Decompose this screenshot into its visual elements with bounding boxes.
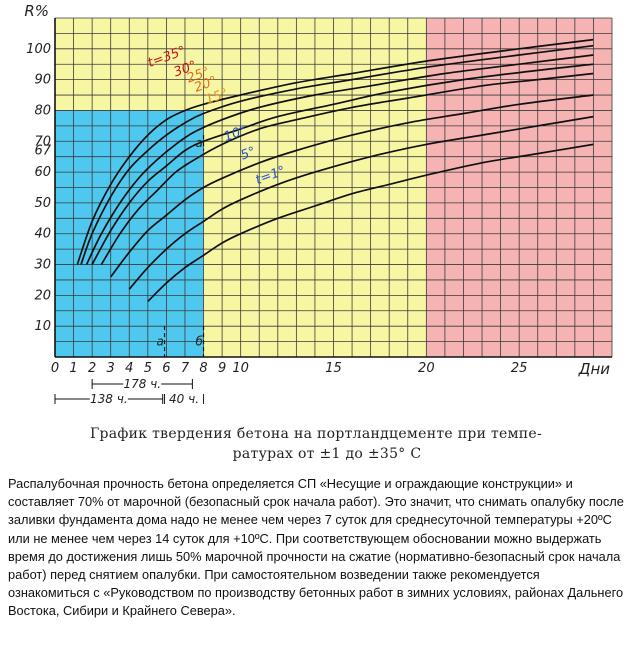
dim-label-bg-1 bbox=[89, 392, 128, 405]
y-tick-80: 80 bbox=[34, 103, 51, 118]
y-tick-20: 20 bbox=[34, 288, 51, 303]
chart-caption: График твердения бетона на портландцемен… bbox=[0, 424, 632, 464]
x-tick-9: 9 bbox=[218, 361, 226, 376]
curve-label-1: 30° bbox=[172, 58, 199, 80]
curve-1 bbox=[80, 44, 594, 265]
curve-label-4: 15° bbox=[203, 86, 230, 108]
x-tick-8: 8 bbox=[199, 361, 207, 376]
x-tick-10: 10 bbox=[232, 361, 249, 376]
dim-label-1: 138 ч. bbox=[90, 392, 128, 406]
x-tick-0: 0 bbox=[51, 361, 59, 376]
description-paragraph: Распалубочная прочность бетона определяе… bbox=[8, 476, 624, 619]
marker-label-0: a bbox=[157, 335, 164, 349]
curve-6 bbox=[128, 115, 594, 290]
x-tick-3: 3 bbox=[107, 361, 115, 376]
annotations: 178 ч.138 ч. 40 ч. bbox=[54, 377, 205, 406]
curve-3 bbox=[91, 63, 594, 265]
curves bbox=[76, 38, 594, 303]
grid bbox=[54, 17, 613, 358]
y-tick-100: 100 bbox=[26, 42, 51, 57]
marker-label-2: а bbox=[196, 136, 203, 150]
x-tick-7: 7 bbox=[181, 361, 190, 376]
x-tick-4: 4 bbox=[125, 361, 133, 376]
y-tick-60: 60 bbox=[34, 165, 51, 180]
curve-5 bbox=[110, 94, 594, 278]
x-tick-2: 2 bbox=[88, 361, 96, 376]
x-tick-5: 5 bbox=[144, 361, 152, 376]
caption-line-1: График твердения бетона на портландцемен… bbox=[89, 426, 543, 442]
markers: a б а bbox=[157, 135, 205, 357]
curve-label-5: 10° bbox=[222, 123, 249, 145]
marker-label-1: б bbox=[196, 335, 204, 349]
curve-4 bbox=[100, 72, 594, 265]
y-tick-67: 67 bbox=[34, 144, 51, 159]
y-tick-90: 90 bbox=[34, 73, 51, 88]
x-tick-25: 25 bbox=[511, 361, 528, 376]
curve-2 bbox=[85, 54, 594, 265]
y-axis-label: R% bbox=[24, 2, 49, 20]
curve-0 bbox=[76, 38, 594, 265]
y-tick-40: 40 bbox=[34, 227, 51, 242]
curve-label-3: 20° bbox=[192, 74, 219, 96]
dim-label-bg-2 bbox=[165, 392, 204, 405]
curve-label-2: 25° bbox=[185, 64, 212, 86]
dim-label-bg-0 bbox=[123, 377, 162, 390]
x-tick-1: 1 bbox=[69, 361, 77, 376]
dim-label-2: 40 ч. bbox=[169, 392, 199, 406]
dim-label-0: 178 ч. bbox=[123, 377, 161, 391]
x-tick-6: 6 bbox=[162, 361, 170, 376]
x-tick-20: 20 bbox=[418, 361, 435, 376]
y-tick-10: 10 bbox=[34, 319, 51, 334]
caption-line-2: ратурах от ±1 до ±35° С bbox=[232, 446, 422, 462]
curve-label-6: 5° bbox=[239, 144, 258, 163]
y-tick-30: 30 bbox=[34, 258, 51, 273]
y-tick-70: 70 bbox=[34, 134, 51, 149]
y-tick-50: 50 bbox=[34, 196, 51, 211]
x-tick-15: 15 bbox=[325, 361, 342, 376]
x-axis-label: Дни bbox=[578, 360, 611, 378]
curve-7 bbox=[147, 143, 594, 303]
